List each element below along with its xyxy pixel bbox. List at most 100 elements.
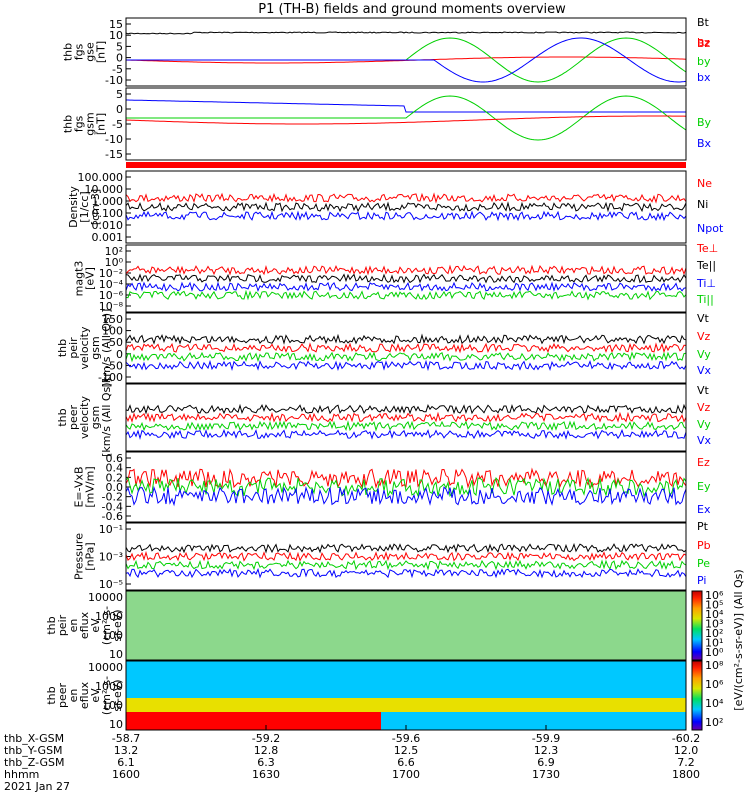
panel-frame-temperature (125, 244, 687, 313)
ylabel-peer_en_eflux-3: eflux (78, 681, 91, 709)
xtick-y-3: 12.3 (534, 744, 559, 757)
ylabel-peer_en_eflux-4: eV (89, 688, 102, 703)
ylabel-peir_velocity-3: gsm (89, 336, 102, 359)
xrow-label-2: thb_Z-GSM (4, 756, 64, 769)
ytick-peer_en_eflux-2: 100 (102, 699, 123, 712)
xtick-z-2: 6.6 (397, 756, 415, 769)
xtick-x-0: -58.7 (112, 732, 140, 745)
trace-Bt (125, 31, 687, 35)
ylabel-pressure-0: Pressure (73, 533, 86, 580)
legend-peer_velocity-Vz: Vz (697, 401, 711, 414)
trace-peir_velocity-Vx (125, 359, 687, 372)
ytick-fgs_gsm-1: 0 (116, 103, 123, 116)
legend-density-Npot: Npot (697, 222, 724, 235)
panel-frame-fgs_gse (125, 17, 687, 87)
ylabel-peir_en_eflux-5: (cm²-s- (100, 606, 113, 645)
ylabel-peir_velocity-1: peir (67, 337, 80, 359)
ylabel-density-0: Density (67, 186, 80, 228)
legend-peir_velocity-Vt: Vt (697, 312, 710, 325)
ytick-temperature-2: 10⁻² (99, 267, 123, 280)
trace-density-Ni (125, 201, 687, 213)
xtick-x-4: -60.2 (672, 732, 700, 745)
ylabel-peer_velocity-0: thb (56, 408, 69, 426)
legend-temperature-Ti⊥: Ti⊥ (696, 277, 716, 290)
trace-By (126, 95, 687, 141)
legend-pressure-Pi: Pi (697, 574, 706, 587)
legend-peer_velocity-Vt: Vt (697, 384, 710, 397)
colorbar-tick-peir_en_eflux-4: 10² (705, 627, 723, 640)
xtick-t-2: 1700 (392, 768, 420, 781)
ytick-peir_velocity-5: -100 (98, 371, 123, 384)
ytick-pressure-2: 10⁻⁵ (99, 578, 123, 591)
trace-peir_velocity-Vt (125, 333, 687, 345)
trace-Bx (126, 99, 686, 113)
ytick-fgs_gse-5: -10 (105, 74, 123, 87)
ylabel-peer_velocity-2: velocity (78, 396, 91, 439)
ytick-efield-0: 0.6 (106, 452, 124, 465)
ytick-fgs_gsm-0: 5 (116, 88, 123, 101)
ylabel-efield-1: [mV/m] (84, 466, 97, 507)
legend-density-Ne: Ne (697, 177, 712, 190)
legend-efield-Ez: Ez (697, 456, 710, 469)
colorbar-peir_en_eflux (691, 590, 703, 661)
legend-fgs_gsm-By: By (697, 116, 712, 129)
xtick-t-1: 1630 (252, 768, 280, 781)
ytick-efield-1: 0.4 (106, 462, 124, 475)
colorbar-tick-peir_en_eflux-3: 10³ (705, 618, 723, 631)
trace-pressure-Pe (125, 559, 687, 571)
xtick-x-1: -59.2 (252, 732, 280, 745)
ytick-temperature-4: 10⁻⁶ (99, 289, 124, 302)
legend-fgs_gse-Bt: Bt (697, 16, 710, 29)
trace-efield-Ey (125, 476, 687, 498)
ytick-density-5: 0.001 (92, 231, 124, 244)
xtick-t-3: 1730 (532, 768, 560, 781)
ytick-fgs_gsm-3: -10 (105, 133, 123, 146)
colorbar-tick-peir_en_eflux-0: 10⁶ (705, 589, 724, 602)
xtick-x-3: -59.9 (532, 732, 560, 745)
ylabel-peer_velocity-4: [km/s (All Qs)] (100, 378, 113, 457)
ylabel-peer_velocity-3: gsm (89, 406, 102, 429)
colorbar-tick-peir_en_eflux-6: 10⁰ (705, 646, 724, 659)
trace-peir_velocity-Vz (125, 342, 687, 354)
ytick-fgs_gsm-4: -15 (105, 148, 123, 161)
trace-density-Ne (125, 192, 687, 204)
colorbar-peer_en_eflux (691, 660, 703, 731)
xtick-y-4: 12.0 (674, 744, 699, 757)
ylabel-density-2: [cm-3] (89, 189, 102, 225)
legend-density-Ni: Ni (697, 198, 708, 211)
ytick-peir_velocity-2: 50 (109, 336, 123, 349)
ytick-peir_velocity-3: 0 (116, 348, 123, 361)
ytick-temperature-1: 10⁰ (105, 256, 124, 269)
trace-pressure-Pb (125, 550, 687, 562)
ytick-peir_en_eflux-2: 100 (102, 629, 123, 642)
legend-pressure-Pb: Pb (697, 539, 711, 552)
colorbar-label: [eV/(cm²-s-sr-eV)] (All Qs) (732, 569, 745, 710)
colorbar-tick-peir_en_eflux-5: 10¹ (705, 637, 723, 650)
ytick-fgs_gse-0: 15 (109, 18, 123, 31)
ytick-pressure-1: 10⁻³ (99, 551, 123, 564)
ylabel-peir_en_eflux-6: sr-eV) (111, 609, 124, 641)
ytick-temperature-3: 10⁻⁴ (99, 278, 124, 291)
spectrogram-core (126, 712, 381, 730)
ytick-density-4: 0.010 (92, 219, 124, 232)
colorbar-tick-peer_en_eflux-1: 10⁶ (705, 678, 724, 691)
xtick-z-1: 6.3 (257, 756, 275, 769)
legend-peir_velocity-Vy: Vy (697, 348, 711, 361)
panel-frame-efield (125, 451, 687, 523)
trace-pressure-Pi (125, 567, 687, 579)
ytick-peir_velocity-1: 100 (102, 325, 123, 338)
ylabel-peir_en_eflux-1: peir (56, 614, 69, 636)
xrow-label-4: 2021 Jan 27 (4, 780, 70, 793)
ylabel-fgs_gse-1: fgs (73, 43, 86, 60)
ylabel-fgs_gsm-1: fgs (73, 115, 86, 132)
ylabel-peir_en_eflux-3: eflux (78, 611, 91, 639)
ytick-pressure-0: 10⁻¹ (99, 523, 123, 536)
legend-pressure-Pe: Pe (697, 557, 710, 570)
legend-efield-Ey: Ey (697, 480, 711, 493)
legend-peir_velocity-Vx: Vx (697, 364, 712, 377)
ytick-efield-2: 0.2 (106, 471, 124, 484)
trace-peir_velocity-Vy (125, 351, 687, 363)
xtick-z-4: 7.2 (677, 756, 695, 769)
legend-fgs_gsm-Bz: Bz (697, 37, 711, 50)
ylabel-peer_en_eflux-0: thb (45, 686, 58, 704)
